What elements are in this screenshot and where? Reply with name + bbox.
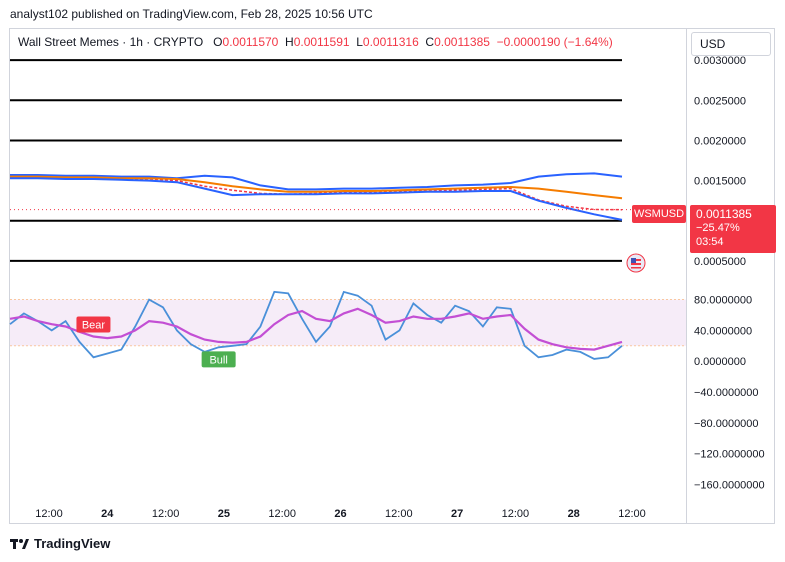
osc-y-tick: −80.0000000 (694, 418, 759, 430)
currency-button[interactable]: USD (691, 32, 771, 56)
oscillator-y-ticks: 80.0000000 40.0000000 0.0000000 −40.0000000… (694, 295, 765, 492)
signal-label-bear[interactable]: Bear (76, 316, 111, 333)
osc-y-tick: 80.0000000 (694, 295, 752, 307)
x-tick: 12:00 (385, 508, 413, 520)
osc-y-tick: 0.0000000 (694, 356, 746, 368)
close-value: 0.0011385 (434, 35, 490, 49)
x-tick: 12:00 (502, 508, 530, 520)
price-y-tick: 0.0025000 (694, 95, 746, 107)
symbol-legend: Wall Street Memes · 1h · CRYPTO O0.00115… (18, 35, 613, 49)
change-value: −0.0000190 (−1.64%) (496, 35, 613, 49)
close-label: C (425, 35, 435, 49)
oscillator-annotations: Bear Bull (76, 316, 236, 368)
osc-y-tick: 40.0000000 (694, 325, 752, 337)
price-y-tick: 0.0030000 (694, 55, 746, 67)
osc-y-tick: −120.0000000 (694, 449, 765, 461)
x-tick: 27 (451, 508, 463, 520)
open-label: O (213, 35, 223, 49)
last-price: 0.0011385 (696, 207, 752, 221)
horizontal-levels (10, 59, 622, 262)
chart-frame (9, 28, 687, 524)
x-tick: 12:00 (268, 508, 296, 520)
footer-brand: TradingView (34, 536, 111, 551)
us-flag-icon (626, 253, 646, 273)
symbol-name[interactable]: Wall Street Memes · 1h · CRYPTO (18, 35, 204, 49)
x-tick: 12:00 (35, 508, 63, 520)
x-tick: 12:00 (152, 508, 180, 520)
x-tick: 25 (218, 508, 230, 520)
price-y-ticks: 0.0030000 0.0025000 0.0020000 0.0015000 0.00… (694, 55, 746, 268)
price-y-tick: 0.0020000 (694, 135, 746, 147)
stoch-band (10, 299, 686, 346)
last-price-label: 0.0011385 −25.47% 03:54 (690, 205, 776, 253)
low-value: 0.0011316 (362, 35, 419, 49)
last-price-change: −25.47% (696, 222, 740, 234)
price-y-tick: 0.0015000 (694, 176, 746, 188)
tradingview-logo[interactable]: TradingView (10, 536, 110, 551)
symbol-price-tag: WSMUSD (632, 205, 686, 223)
high-value: 0.0011591 (293, 35, 350, 49)
high-label: H (285, 35, 294, 49)
price-series-group (10, 172, 686, 221)
series-lower-band[interactable] (10, 177, 623, 221)
x-tick: 12:00 (618, 508, 646, 520)
publish-header: analyst102 published on TradingView.com,… (10, 7, 373, 21)
oscillator-series-group (9, 290, 623, 360)
bar-countdown: 03:54 (696, 236, 724, 248)
stoch-d-line[interactable] (9, 307, 623, 351)
price-axis[interactable] (687, 28, 775, 524)
stoch-k-line[interactable] (9, 290, 623, 360)
low-label: L (356, 35, 363, 49)
svg-text:Bull: Bull (209, 354, 227, 366)
osc-y-tick: −40.0000000 (694, 387, 759, 399)
x-tick: 28 (568, 508, 580, 520)
x-tick: 26 (334, 508, 346, 520)
tradingview-logo-icon (10, 538, 29, 549)
signal-label-bull[interactable]: Bull (201, 351, 236, 368)
osc-y-tick: −160.0000000 (694, 479, 765, 491)
x-tick: 24 (101, 508, 114, 520)
series-basis[interactable] (10, 175, 623, 200)
svg-text:Bear: Bear (82, 320, 106, 332)
open-value: 0.0011570 (222, 35, 279, 49)
price-y-tick: 0.0005000 (694, 256, 746, 268)
x-axis-ticks: 12:00 24 12:00 25 12:00 26 12:00 27 12:00 28 12:00 (35, 508, 646, 520)
series-upper-band[interactable] (10, 172, 623, 191)
